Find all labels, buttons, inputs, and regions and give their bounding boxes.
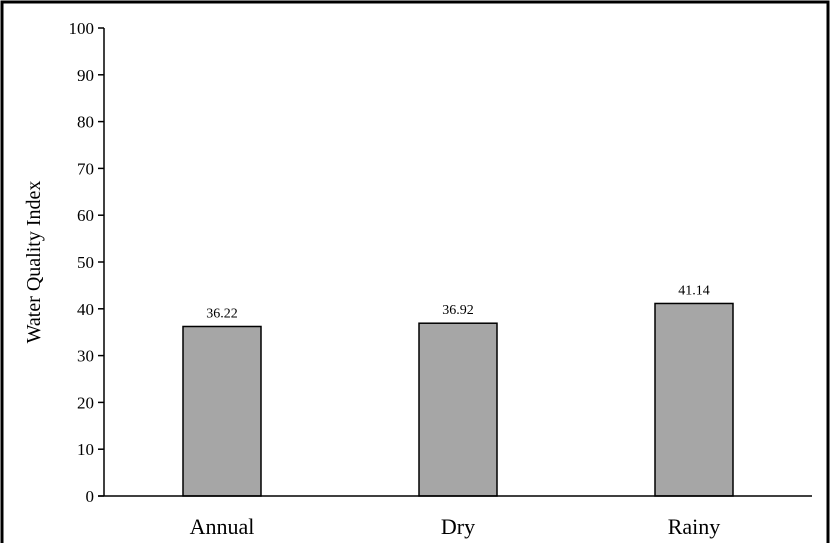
y-tick-label: 0 (86, 487, 95, 506)
bar-dry (418, 322, 498, 497)
data-label-annual: 36.22 (206, 306, 238, 321)
x-tick-label-dry: Dry (441, 514, 475, 539)
y-tick-label: 20 (77, 393, 94, 412)
y-tick-label: 80 (77, 113, 94, 132)
bar-rainy (654, 302, 734, 497)
y-tick-label: 60 (77, 206, 94, 225)
x-tick-label-annual: Annual (190, 514, 255, 539)
y-tick-label: 90 (77, 66, 94, 85)
data-label-rainy: 41.14 (678, 283, 710, 298)
y-tick-label: 50 (77, 253, 94, 272)
x-axis-labels: Annual Dry Rainy (190, 514, 721, 539)
y-tick-label: 100 (69, 19, 95, 38)
data-labels: 36.22 36.92 41.14 (206, 283, 710, 321)
bar-annual (182, 325, 262, 497)
y-tick-label: 30 (77, 347, 94, 366)
y-tick-label: 40 (77, 300, 94, 319)
data-label-dry: 36.92 (442, 303, 474, 318)
y-tick-label: 70 (77, 159, 94, 178)
y-axis-title: Water Quality Index (23, 181, 45, 344)
y-tick-label: 10 (77, 440, 94, 459)
x-tick-label-rainy: Rainy (668, 514, 721, 539)
y-axis-ticks: 0 10 20 30 40 50 60 70 80 90 100 (69, 19, 104, 506)
bars (182, 302, 734, 497)
